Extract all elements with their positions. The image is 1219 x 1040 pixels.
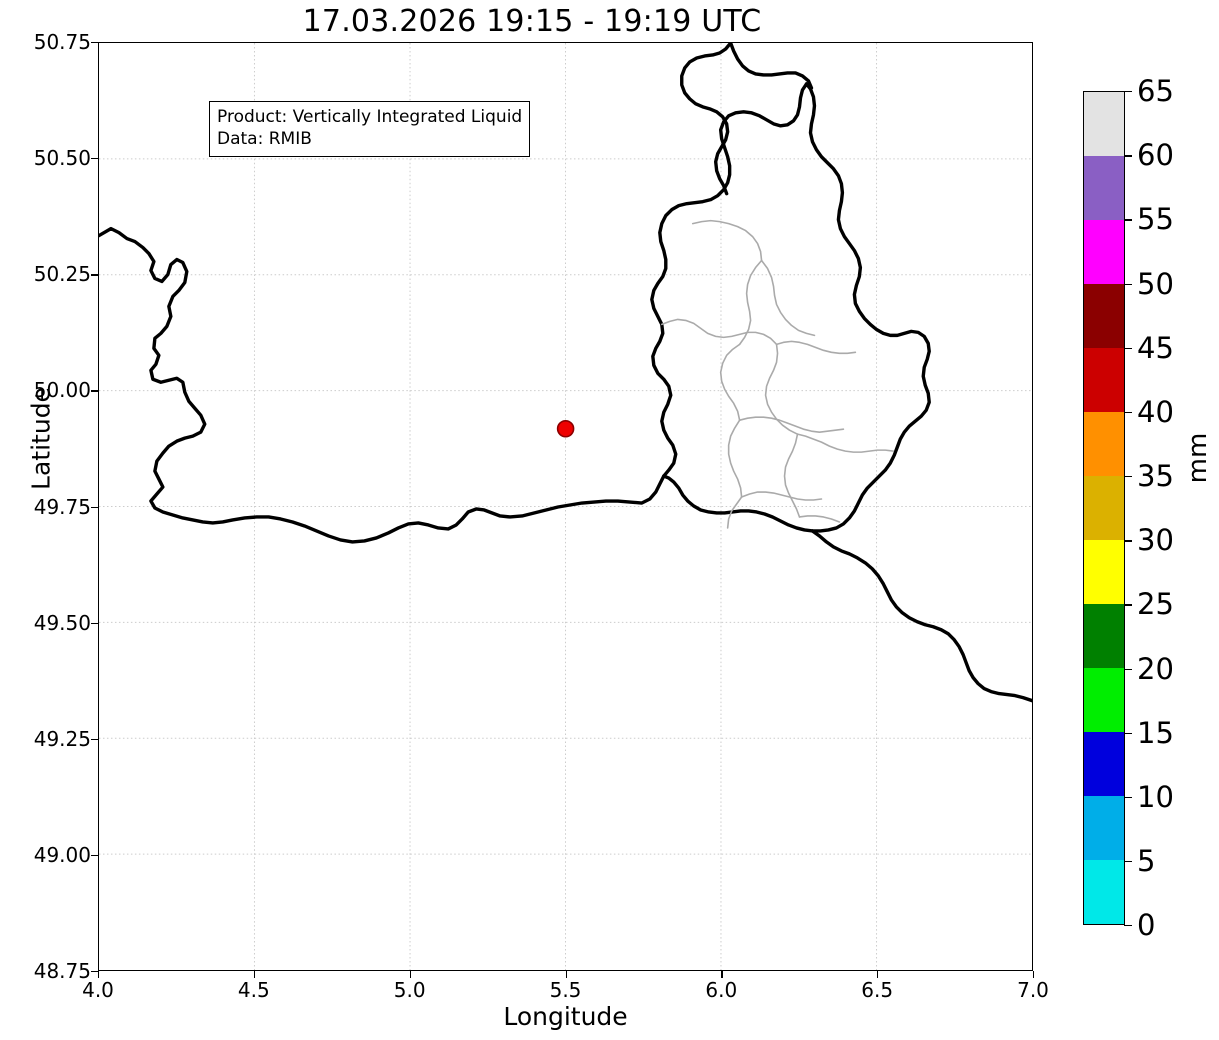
ytick-label-50-50: 50.50 xyxy=(33,146,91,171)
colorbar-tick-mark-10 xyxy=(1124,796,1132,799)
product-line: Product: Vertically Integrated Liquid xyxy=(217,107,523,127)
radar-site-marker[interactable] xyxy=(556,419,575,438)
ytick-label-49-50: 49.50 xyxy=(33,610,91,635)
map-plot-area[interactable]: Product: Vertically Integrated Liquid Da… xyxy=(98,42,1033,971)
colorbar-segment-55-60 xyxy=(1084,156,1124,220)
ytick-mark-49-50 xyxy=(91,622,98,624)
colorbar-tick-label-20: 20 xyxy=(1137,651,1174,686)
colorbar-segment-15-20 xyxy=(1084,668,1124,732)
country-borders xyxy=(99,43,1032,703)
colorbar-segment-60-65 xyxy=(1084,92,1124,156)
colorbar-tick-label-30: 30 xyxy=(1137,523,1174,558)
colorbar-tick-label-40: 40 xyxy=(1137,394,1174,429)
colorbar-unit-label: mm xyxy=(1183,432,1213,484)
ytick-mark-50-00 xyxy=(91,390,98,392)
colorbar-tick-mark-5 xyxy=(1124,861,1132,863)
ytick-label-49-00: 49.00 xyxy=(33,842,91,867)
colorbar-tick-label-35: 35 xyxy=(1137,459,1174,493)
xtick-mark-6-5 xyxy=(877,971,879,978)
colorbar-segment-50-55 xyxy=(1084,220,1124,284)
colorbar-tick-mark-35 xyxy=(1124,476,1132,478)
colorbar-tick-mark-45 xyxy=(1124,347,1132,350)
ytick-label-48-75: 48.75 xyxy=(33,959,91,983)
xtick-mark-4-5 xyxy=(253,971,256,978)
ytick-mark-49-00 xyxy=(91,854,98,857)
y-axis-label: Latitude xyxy=(26,387,56,490)
xtick-label-7-0: 7.0 xyxy=(1017,978,1049,1002)
colorbar-tick-mark-40 xyxy=(1124,411,1132,414)
colorbar-tick-mark-20 xyxy=(1124,668,1132,670)
colorbar-segment-25-30 xyxy=(1084,540,1124,604)
xtick-mark-7-0 xyxy=(1033,971,1035,978)
colorbar-segment-40-45 xyxy=(1084,348,1124,412)
colorbar-tick-mark-60 xyxy=(1124,155,1132,157)
region-borders xyxy=(660,219,895,529)
ytick-label-50-75: 50.75 xyxy=(33,30,91,54)
colorbar-tick-mark-65 xyxy=(1124,91,1132,93)
xtick-mark-5-5 xyxy=(565,971,567,978)
xtick-label-4-5: 4.5 xyxy=(237,978,270,1002)
colorbar-tick-mark-30 xyxy=(1124,540,1132,542)
ytick-label-50-00: 50.00 xyxy=(33,378,91,403)
data-source-line: Data: RMIB xyxy=(217,129,312,150)
colorbar-tick-label-45: 45 xyxy=(1137,330,1174,365)
colorbar-tick-label-50: 50 xyxy=(1137,266,1174,301)
colorbar-segment-45-50 xyxy=(1084,284,1124,348)
ytick-label-49-75: 49.75 xyxy=(33,494,91,519)
map-canvas xyxy=(99,43,1032,970)
colorbar-tick-label-60: 60 xyxy=(1137,138,1174,173)
xtick-label-6-5: 6.5 xyxy=(861,978,894,1002)
ytick-mark-48-75 xyxy=(91,971,98,973)
colorbar-tick-label-65: 65 xyxy=(1137,74,1174,108)
ytick-mark-50-75 xyxy=(91,42,98,44)
colorbar-segment-0-5 xyxy=(1084,860,1124,924)
colorbar-tick-label-25: 25 xyxy=(1137,587,1174,622)
ytick-mark-50-25 xyxy=(91,274,98,276)
ytick-label-50-25: 50.25 xyxy=(33,262,91,287)
colorbar-tick-mark-15 xyxy=(1124,732,1132,735)
colorbar-segment-5-10 xyxy=(1084,796,1124,860)
xtick-mark-5-0 xyxy=(409,971,411,978)
colorbar-tick-mark-25 xyxy=(1124,604,1132,606)
colorbar-tick-label-10: 10 xyxy=(1137,779,1174,814)
xtick-mark-4-0 xyxy=(98,971,100,978)
product-info-box: Product: Vertically Integrated Liquid Da… xyxy=(209,101,531,157)
xtick-mark-6-0 xyxy=(721,971,723,978)
ytick-mark-49-75 xyxy=(91,506,98,508)
xtick-label-6-0: 6.0 xyxy=(705,978,738,1002)
colorbar-tick-mark-55 xyxy=(1124,219,1132,221)
x-axis-label: Longitude xyxy=(503,1002,628,1031)
colorbar-tick-label-5: 5 xyxy=(1137,844,1156,878)
xtick-label-5-0: 5.0 xyxy=(393,978,426,1002)
colorbar-tick-label-0: 0 xyxy=(1137,908,1156,942)
colorbar[interactable] xyxy=(1083,91,1125,925)
colorbar-segment-30-35 xyxy=(1084,476,1124,540)
ytick-label-49-25: 49.25 xyxy=(33,726,91,751)
colorbar-tick-mark-0 xyxy=(1124,925,1132,927)
colorbar-tick-label-55: 55 xyxy=(1137,202,1174,237)
colorbar-tick-mark-50 xyxy=(1124,283,1132,285)
colorbar-segment-20-25 xyxy=(1084,604,1124,668)
ytick-mark-49-25 xyxy=(91,738,98,741)
colorbar-segment-35-40 xyxy=(1084,412,1124,476)
colorbar-segment-10-15 xyxy=(1084,732,1124,796)
colorbar-tick-label-15: 15 xyxy=(1137,715,1174,750)
xtick-label-4-0: 4.0 xyxy=(82,978,114,1002)
xtick-label-5-5: 5.5 xyxy=(549,978,582,1002)
ytick-mark-50-50 xyxy=(91,158,98,160)
page-title: 17.03.2026 19:15 - 19:19 UTC xyxy=(302,4,762,39)
